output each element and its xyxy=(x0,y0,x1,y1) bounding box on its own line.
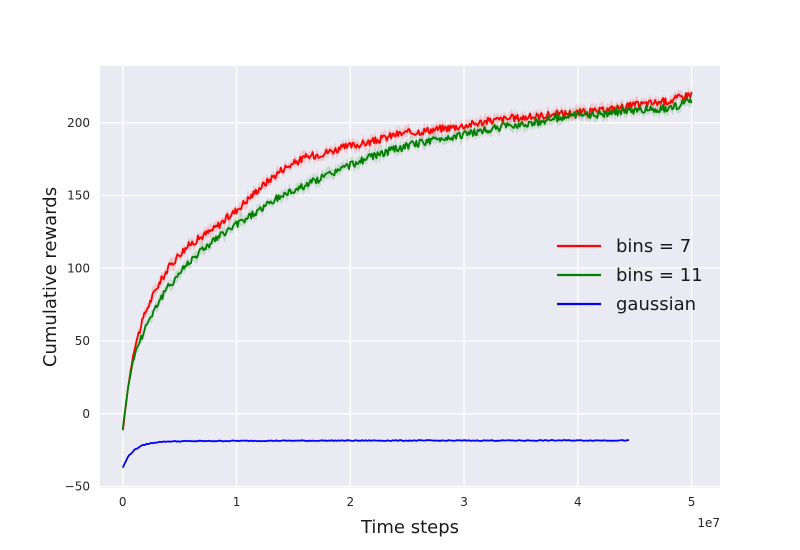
x-tick-label: 4 xyxy=(574,495,582,509)
x-tick-label: 3 xyxy=(460,495,468,509)
x-offset-label: 1e7 xyxy=(697,516,720,530)
series-line-1 xyxy=(121,98,693,430)
legend-label-0: bins = 7 xyxy=(616,236,691,257)
y-tick-label: 0 xyxy=(82,407,90,421)
x-axis-label: Time steps xyxy=(360,517,459,538)
x-tick-label: 1 xyxy=(233,495,241,509)
y-tick-label: 200 xyxy=(67,116,90,130)
axis-ticks: 0 1 2 3 4 5 −50 0 50 100 150 200 xyxy=(65,116,696,509)
y-tick-label: 50 xyxy=(75,334,90,348)
legend-label-2: gaussian xyxy=(616,294,696,315)
series-line-2 xyxy=(121,439,629,469)
series-lines xyxy=(121,85,693,469)
y-tick-label: 100 xyxy=(67,261,90,275)
x-tick-label: 5 xyxy=(688,495,696,509)
y-tick-label: −50 xyxy=(65,480,90,494)
series-line-0 xyxy=(121,91,693,431)
legend-label-1: bins = 11 xyxy=(616,265,703,286)
legend: bins = 7 bins = 11 gaussian xyxy=(557,236,703,315)
y-axis-label: Cumulative rewards xyxy=(40,187,61,367)
x-tick-label: 0 xyxy=(119,495,127,509)
plot-background xyxy=(100,66,720,488)
grid-lines xyxy=(100,66,720,488)
y-tick-label: 150 xyxy=(67,189,90,203)
x-tick-label: 2 xyxy=(346,495,354,509)
